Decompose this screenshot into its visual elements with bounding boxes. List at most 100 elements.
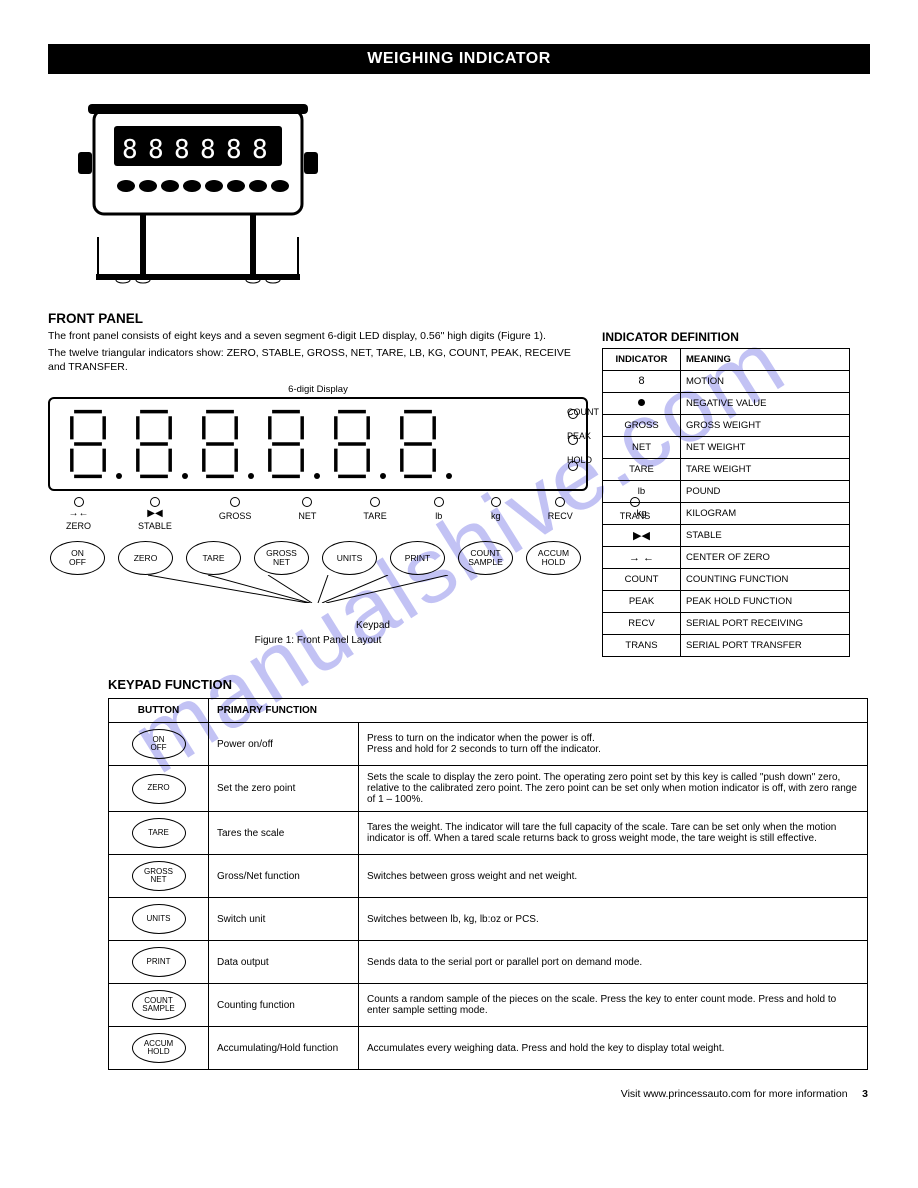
table-row: → ←CENTER OF ZERO	[603, 547, 850, 569]
keypad-button[interactable]: PRINT	[132, 947, 186, 977]
indicator-meaning-cell: TARE WEIGHT	[681, 459, 850, 481]
led-label: kg	[491, 511, 501, 521]
table-header: INDICATOR	[603, 349, 681, 371]
svg-text:8: 8	[226, 135, 242, 165]
led-column: ▶◀ STABLE	[138, 497, 172, 531]
button-cell: GROSSNET	[109, 855, 209, 898]
display-label: 6-digit Display	[48, 384, 588, 395]
indicator-icon-cell: TRANS	[603, 635, 681, 657]
digit	[394, 407, 442, 481]
figure-caption: Figure 1: Front Panel Layout	[48, 635, 588, 646]
led-label: lb	[435, 511, 442, 521]
led-label: TRANS	[620, 511, 651, 521]
keypad-label: Keypad	[158, 620, 588, 631]
led-indicator	[630, 497, 640, 507]
led-label: ZERO	[66, 521, 91, 531]
keypad-button[interactable]: GROSSNET	[132, 861, 186, 891]
table-row: TARE Tares the scale Tares the weight. T…	[109, 812, 868, 855]
led-column: TARE	[363, 497, 386, 531]
front-panel-text-1: The front panel consists of eight keys a…	[48, 330, 588, 343]
primary-cell: Switch unit	[209, 898, 359, 941]
table-row: ONOFF Power on/off Press to turn on the …	[109, 723, 868, 766]
led-label: NET	[298, 511, 316, 521]
indicator-meaning-cell: MOTION	[681, 371, 850, 393]
svg-text:8: 8	[122, 135, 138, 165]
led-label: GROSS	[219, 511, 252, 521]
primary-cell: Accumulating/Hold function	[209, 1027, 359, 1070]
led-label: RECV	[548, 511, 573, 521]
keypad-button[interactable]: ONOFF	[50, 541, 105, 575]
led-column: →← ZERO	[66, 497, 91, 531]
keypad-button[interactable]: ZERO	[118, 541, 173, 575]
led-column: kg	[491, 497, 501, 531]
keypad-button[interactable]: ACCUMHOLD	[132, 1033, 186, 1063]
keypad-table: BUTTONPRIMARY FUNCTIONONOFF Power on/off…	[108, 698, 868, 1070]
table-row: COUNTCOUNTING FUNCTION	[603, 569, 850, 591]
led-indicator	[302, 497, 312, 507]
button-cell: COUNTSAMPLE	[109, 984, 209, 1027]
primary-cell: Tares the scale	[209, 812, 359, 855]
indicator-icon-cell: NET	[603, 437, 681, 459]
indicator-heading: INDICATOR DEFINITION	[602, 330, 850, 344]
keypad-button[interactable]: TARE	[186, 541, 241, 575]
keypad-button[interactable]: UNITS	[132, 904, 186, 934]
keypad-button[interactable]: ACCUMHOLD	[526, 541, 581, 575]
table-row: ACCUMHOLD Accumulating/Hold function Acc…	[109, 1027, 868, 1070]
keypad-button[interactable]: TARE	[132, 818, 186, 848]
keypad-button[interactable]: COUNTSAMPLE	[132, 990, 186, 1020]
button-cell: ONOFF	[109, 723, 209, 766]
indicator-meaning-cell: GROSS WEIGHT	[681, 415, 850, 437]
led-label: COUNT	[567, 407, 599, 417]
keypad-heading: KEYPAD FUNCTION	[108, 677, 870, 692]
button-cell: ZERO	[109, 766, 209, 812]
button-cell: PRINT	[109, 941, 209, 984]
description-cell: Sets the scale to display the zero point…	[359, 766, 868, 812]
page-number: 3	[862, 1088, 868, 1100]
table-row: PRINT Data output Sends data to the seri…	[109, 941, 868, 984]
indicator-icon-cell: → ←	[603, 547, 681, 569]
led-indicator	[491, 497, 501, 507]
keypad-button[interactable]: PRINT	[390, 541, 445, 575]
description-cell: Counts a random sample of the pieces on …	[359, 984, 868, 1027]
led-column: RECV	[548, 497, 573, 531]
table-row: RECVSERIAL PORT RECEIVING	[603, 613, 850, 635]
digit	[328, 407, 376, 481]
table-row: GROSSGROSS WEIGHT	[603, 415, 850, 437]
footer-text: Visit www.princessauto.com for more info…	[621, 1088, 848, 1100]
svg-text:8: 8	[148, 135, 164, 165]
indicator-meaning-cell: STABLE	[681, 525, 850, 547]
led-indicator	[555, 497, 565, 507]
header-bar: WEIGHING INDICATOR	[48, 44, 870, 74]
header-title: WEIGHING INDICATOR	[367, 50, 551, 67]
digit	[196, 407, 244, 481]
indicator-meaning-cell: SERIAL PORT RECEIVING	[681, 613, 850, 635]
table-row: 8MOTION	[603, 371, 850, 393]
led-label: HOLD	[567, 455, 599, 465]
led-indicator	[370, 497, 380, 507]
indicator-meaning-cell: SERIAL PORT TRANSFER	[681, 635, 850, 657]
description-cell: Tares the weight. The indicator will tar…	[359, 812, 868, 855]
keypad-button[interactable]: UNITS	[322, 541, 377, 575]
indicator-icon-cell	[603, 393, 681, 415]
led-label: TARE	[363, 511, 386, 521]
table-row: UNITS Switch unit Switches between lb, k…	[109, 898, 868, 941]
table-row: ZERO Set the zero point Sets the scale t…	[109, 766, 868, 812]
button-cell: UNITS	[109, 898, 209, 941]
table-row: GROSSNET Gross/Net function Switches bet…	[109, 855, 868, 898]
table-row: COUNTSAMPLE Counting function Counts a r…	[109, 984, 868, 1027]
led-indicator	[150, 497, 160, 507]
indicator-meaning-cell: PEAK HOLD FUNCTION	[681, 591, 850, 613]
keypad-button[interactable]: GROSSNET	[254, 541, 309, 575]
led-indicator	[74, 497, 84, 507]
keypad-button[interactable]: ZERO	[132, 774, 186, 804]
indicator-meaning-cell: KILOGRAM	[681, 503, 850, 525]
description-cell: Switches between lb, kg, lb:oz or PCS.	[359, 898, 868, 941]
led-column: lb	[434, 497, 444, 531]
indicator-icon-cell: 8	[603, 371, 681, 393]
led-column: GROSS	[219, 497, 252, 531]
table-header: BUTTON	[109, 699, 209, 723]
table-row: TRANSSERIAL PORT TRANSFER	[603, 635, 850, 657]
keypad-button[interactable]: ONOFF	[132, 729, 186, 759]
keypad-button[interactable]: COUNTSAMPLE	[458, 541, 513, 575]
primary-cell: Set the zero point	[209, 766, 359, 812]
